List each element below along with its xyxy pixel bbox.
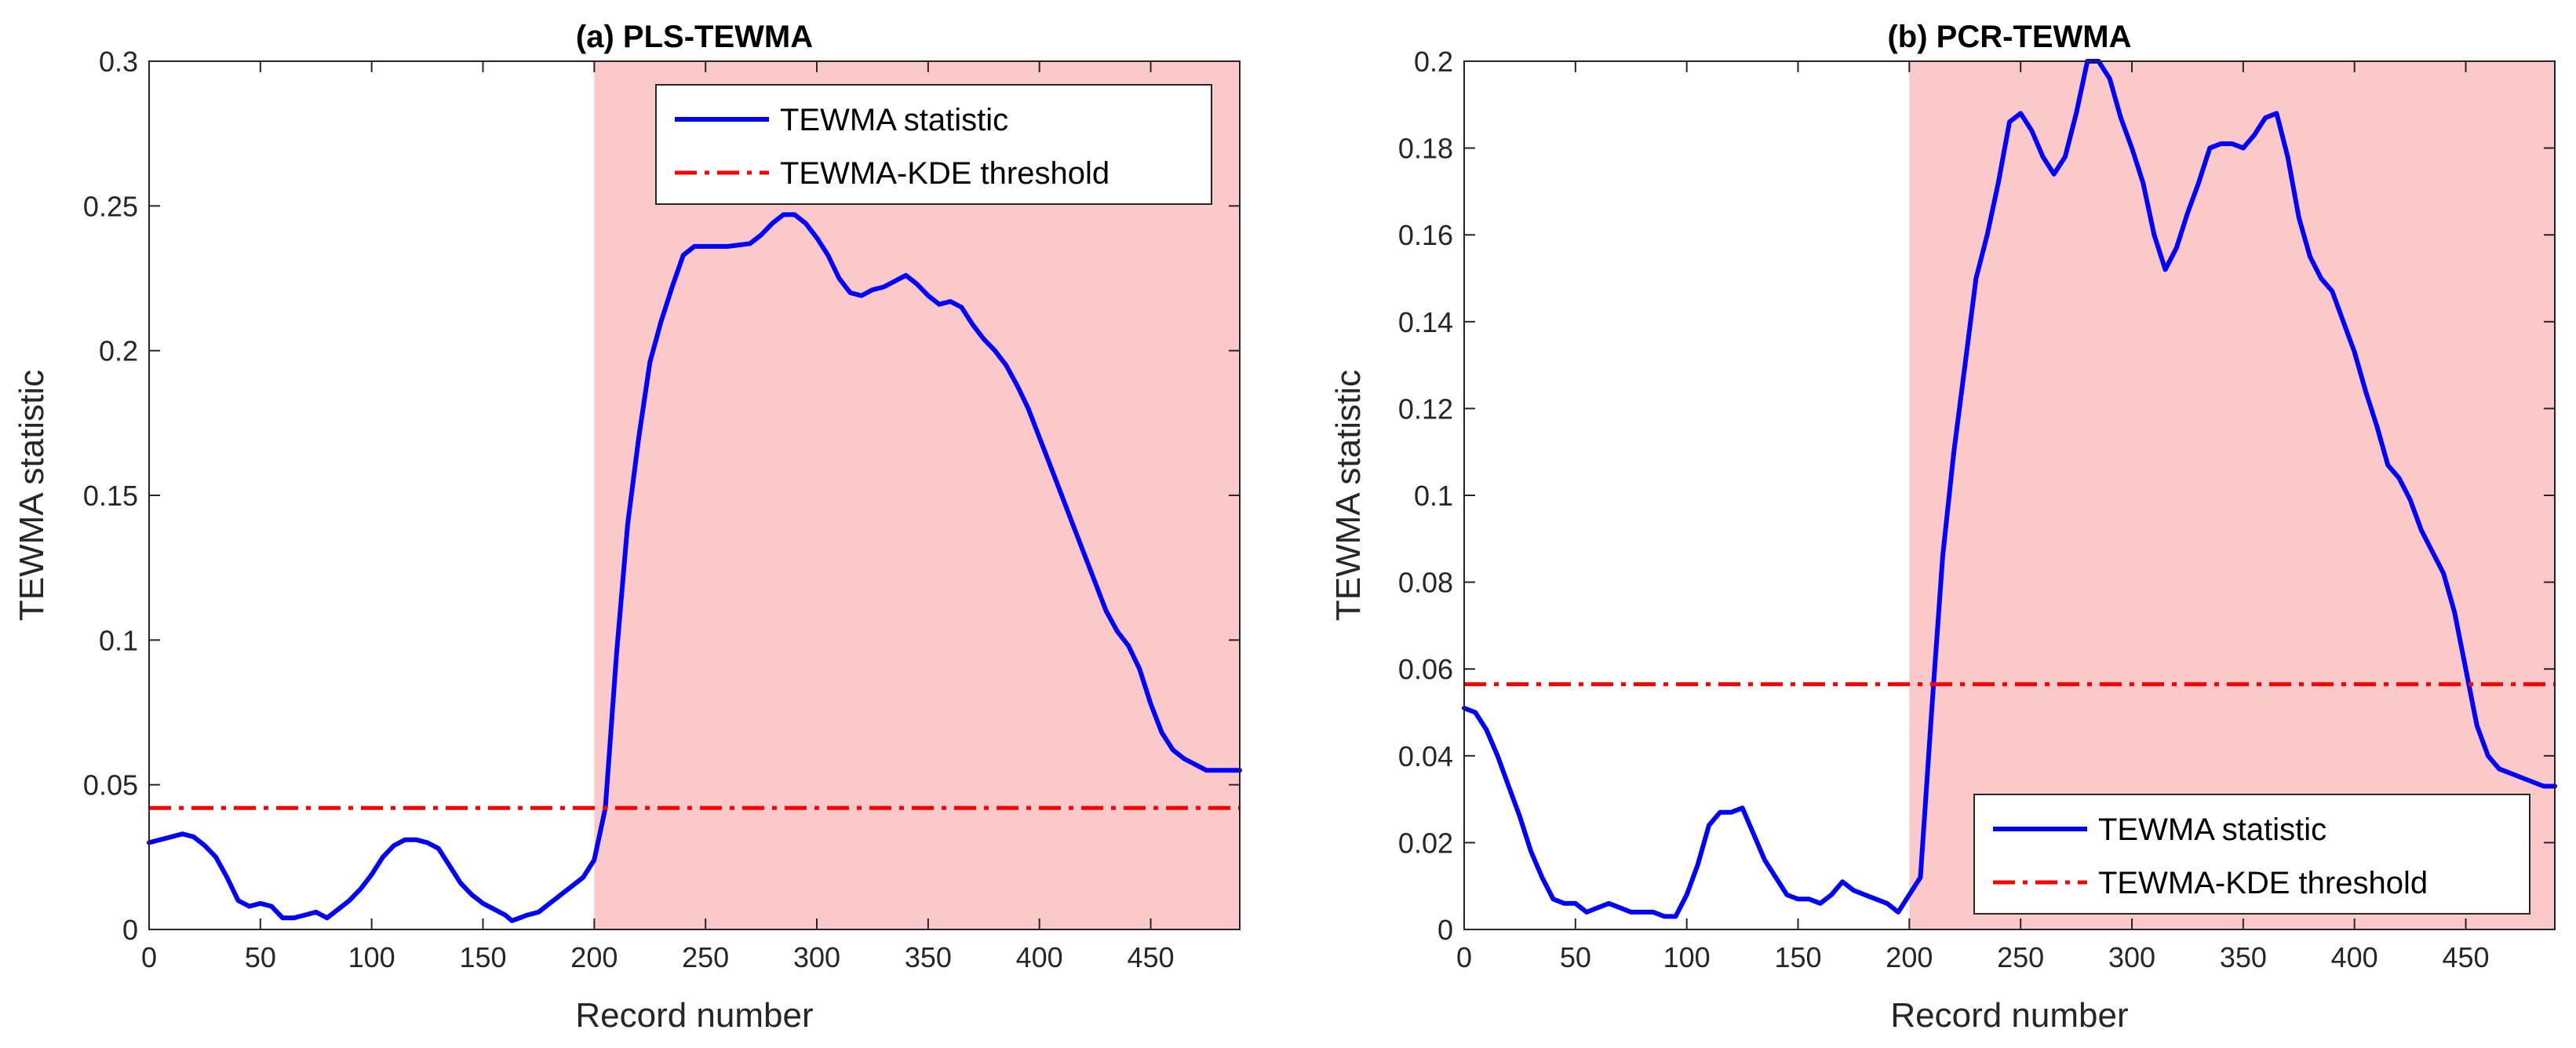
panel-a-y-tick-label: 0.3 bbox=[99, 46, 138, 78]
panel-a-legend: TEWMA statistic TEWMA-KDE threshold bbox=[655, 84, 1212, 205]
panel-b: 0 50 100 150 200 250 300 350 400 450 0 0.02 0.04 0.06… bbox=[1329, 20, 2557, 1035]
panel-b-y-tick-label: 0.04 bbox=[1398, 740, 1453, 772]
panel-a-x-tick-label: 300 bbox=[793, 941, 840, 973]
panel-b-y-tick-label: 0.18 bbox=[1398, 133, 1453, 165]
panel-b-x-axis-label: Record number bbox=[1890, 996, 2128, 1035]
panel-b-y-tick-label: 0.16 bbox=[1398, 219, 1453, 251]
panel-a-title: (a) PLS-TEWMA bbox=[576, 20, 813, 54]
panel-b-x-tick-label: 200 bbox=[1886, 941, 1933, 973]
panel-b-y-tick-label: 0.02 bbox=[1398, 827, 1453, 859]
panel-a-y-tick-label: 0.15 bbox=[83, 480, 138, 512]
panel-a-fault-region bbox=[594, 61, 1240, 929]
panel-b-x-tick-label: 350 bbox=[2220, 941, 2267, 973]
panel-b-x-tick-label: 150 bbox=[1774, 941, 1821, 973]
panel-a-x-tick-label: 250 bbox=[682, 941, 729, 973]
panel-a-x-tick-label: 50 bbox=[245, 941, 276, 973]
panel-b-y-tick-label: 0.14 bbox=[1398, 306, 1453, 338]
panel-b-marks bbox=[1462, 59, 2557, 919]
panel-b-x-tick-label: 400 bbox=[2331, 941, 2378, 973]
panel-b-title: (b) PCR-TEWMA bbox=[1887, 20, 2131, 54]
panel-a-legend-label-statistic: TEWMA statistic bbox=[780, 103, 1008, 137]
panel-b-y-tick-label: 0.06 bbox=[1398, 653, 1453, 685]
panel-b-y-tick-label: 0.2 bbox=[1414, 46, 1453, 78]
panel-b-y-tick-label: 0 bbox=[1437, 914, 1453, 946]
panel-a-y-axis-label: TEWMA statistic bbox=[13, 370, 51, 621]
panel-b-legend: TEWMA statistic TEWMA-KDE threshold bbox=[1973, 794, 2530, 915]
panel-a-x-tick-label: 100 bbox=[348, 941, 395, 973]
panel-b-series-tewma-statistic bbox=[1462, 59, 2557, 919]
panel-a-ticks: 0 50 100 150 200 250 300 350 400 450 0 0.05 0.1 0.15 0… bbox=[83, 46, 1240, 973]
panel-a-y-tick-label: 0.25 bbox=[83, 190, 138, 222]
panel-b-x-tick-label: 100 bbox=[1663, 941, 1711, 973]
panel-b-legend-box bbox=[1973, 794, 2530, 915]
panel-a-y-tick-label: 0 bbox=[122, 914, 138, 946]
panel-a-legend-label-threshold: TEWMA-KDE threshold bbox=[780, 156, 1109, 191]
panel-b-legend-label-statistic: TEWMA statistic bbox=[2098, 812, 2326, 847]
panel-a-marks bbox=[147, 212, 1242, 923]
panel-b-y-tick-label: 0.1 bbox=[1414, 480, 1453, 512]
panel-a-legend-box bbox=[655, 84, 1212, 205]
panel-a-y-tick-label: 0.2 bbox=[99, 335, 138, 367]
panel-a: 0 50 100 150 200 250 300 350 400 450 0 0.05 0.1 0.15 0… bbox=[13, 20, 1242, 1035]
panel-b-y-tick-label: 0.12 bbox=[1398, 393, 1453, 425]
panel-a-x-tick-label: 400 bbox=[1016, 941, 1063, 973]
panel-b-y-axis-label: TEWMA statistic bbox=[1329, 370, 1368, 621]
panel-b-fault-region bbox=[1909, 61, 2555, 929]
panel-b-legend-label-threshold: TEWMA-KDE threshold bbox=[2098, 866, 2428, 900]
panel-b-x-tick-label: 50 bbox=[1560, 941, 1591, 973]
panel-a-x-axis-label: Record number bbox=[575, 996, 813, 1035]
panel-a-y-tick-label: 0.05 bbox=[83, 769, 138, 802]
panel-a-y-tick-label: 0.1 bbox=[99, 624, 138, 656]
panel-b-x-tick-label: 0 bbox=[1456, 941, 1472, 973]
panel-a-x-tick-label: 200 bbox=[570, 941, 618, 973]
panel-a-x-tick-label: 150 bbox=[459, 941, 506, 973]
panel-b-ticks: 0 50 100 150 200 250 300 350 400 450 0 0.02 0.04 0.06… bbox=[1398, 46, 2555, 973]
panel-a-series-tewma-statistic bbox=[147, 212, 1242, 923]
panel-a-x-tick-label: 0 bbox=[141, 941, 157, 973]
panel-b-x-tick-label: 250 bbox=[1997, 941, 2044, 973]
panel-b-y-tick-label: 0.08 bbox=[1398, 567, 1453, 599]
panel-b-x-tick-label: 300 bbox=[2108, 941, 2155, 973]
panel-a-x-tick-label: 450 bbox=[1127, 941, 1174, 973]
panel-b-x-tick-label: 450 bbox=[2442, 941, 2489, 973]
panel-a-x-tick-label: 350 bbox=[905, 941, 952, 973]
